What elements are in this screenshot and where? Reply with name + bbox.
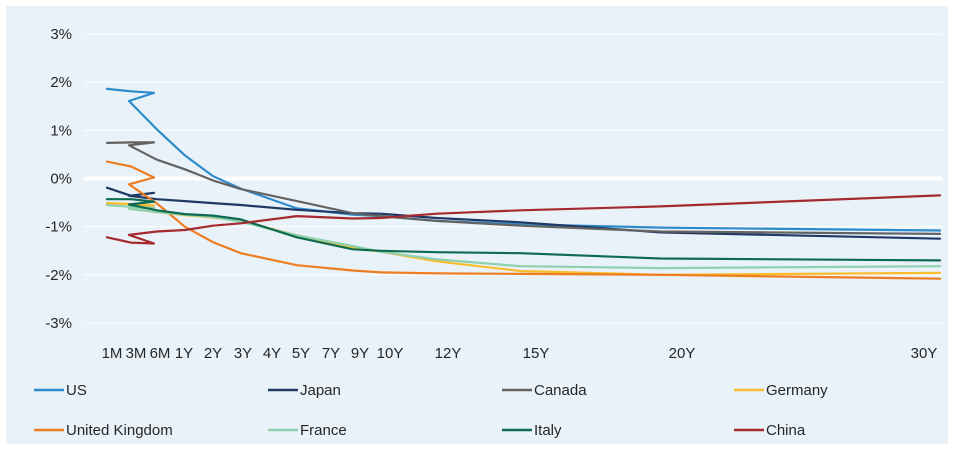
series-line-germany xyxy=(105,202,942,276)
x-axis-ticks: 1M 3M 6M 1Y 2Y 3Y 4Y 5Y 7Y 9Y 10Y 12Y 15Y 20Y 30Y xyxy=(102,345,938,362)
x-tick-label: 3Y xyxy=(234,345,252,362)
x-tick-label: 15Y xyxy=(523,345,550,362)
x-tick-label: 1Y xyxy=(175,345,193,362)
legend-item-japan: Japan xyxy=(268,382,341,399)
series-line-united-kingdom xyxy=(105,160,942,280)
x-tick-label: 10Y xyxy=(377,345,404,362)
legend-item-germany: Germany xyxy=(734,382,828,399)
legend-item-china: China xyxy=(734,422,806,439)
x-tick-label: 2Y xyxy=(204,345,222,362)
y-tick-label: 1% xyxy=(50,122,72,139)
gridlines xyxy=(84,33,942,324)
x-tick-label: 5Y xyxy=(292,345,310,362)
legend-item-canada: Canada xyxy=(502,382,587,399)
legend-label: China xyxy=(766,422,806,439)
legend-label: Italy xyxy=(534,422,562,439)
y-tick-label: -1% xyxy=(45,219,72,236)
y-tick-label: 3% xyxy=(50,26,72,43)
legend-label: Japan xyxy=(300,382,341,399)
legend-label: United Kingdom xyxy=(66,422,173,439)
legend-label: Canada xyxy=(534,382,587,399)
legend-item-france: France xyxy=(268,422,347,439)
x-tick-label: 7Y xyxy=(322,345,340,362)
chart-svg: -3% -2% -1% 0% 1% 2% 3% 1M 3M 6M 1Y 2Y 3Y 4Y 5Y 7Y 9Y 10… xyxy=(34,26,942,439)
series-line-canada xyxy=(105,141,942,235)
x-tick-label: 6M xyxy=(150,345,171,362)
series-line-italy xyxy=(105,198,942,262)
y-tick-label: -3% xyxy=(45,315,72,332)
y-axis-ticks: -3% -2% -1% 0% 1% 2% 3% xyxy=(45,26,72,332)
series-lines xyxy=(105,87,942,280)
y-tick-label: 0% xyxy=(50,171,72,188)
series-line-japan xyxy=(105,186,942,240)
legend-item-italy: Italy xyxy=(502,422,562,439)
legend-label: France xyxy=(300,422,347,439)
legend-item-united-kingdom: United Kingdom xyxy=(34,422,173,439)
x-tick-label: 1M xyxy=(102,345,123,362)
yield-curve-chart: -3% -2% -1% 0% 1% 2% 3% 1M 3M 6M 1Y 2Y 3Y 4Y 5Y 7Y 9Y 10… xyxy=(6,6,948,444)
x-tick-label: 30Y xyxy=(911,345,938,362)
x-tick-label: 20Y xyxy=(669,345,696,362)
y-tick-label: 2% xyxy=(50,74,72,91)
x-tick-label: 12Y xyxy=(435,345,462,362)
x-tick-label: 3M xyxy=(126,345,147,362)
legend-item-us: US xyxy=(34,382,87,399)
y-tick-label: -2% xyxy=(45,267,72,284)
x-tick-label: 9Y xyxy=(351,345,369,362)
legend-label: Germany xyxy=(766,382,828,399)
legend-label: US xyxy=(66,382,87,399)
x-tick-label: 4Y xyxy=(263,345,281,362)
legend: US Japan Canada Germany United Kingdom France… xyxy=(34,382,828,439)
series-line-china xyxy=(105,194,942,245)
